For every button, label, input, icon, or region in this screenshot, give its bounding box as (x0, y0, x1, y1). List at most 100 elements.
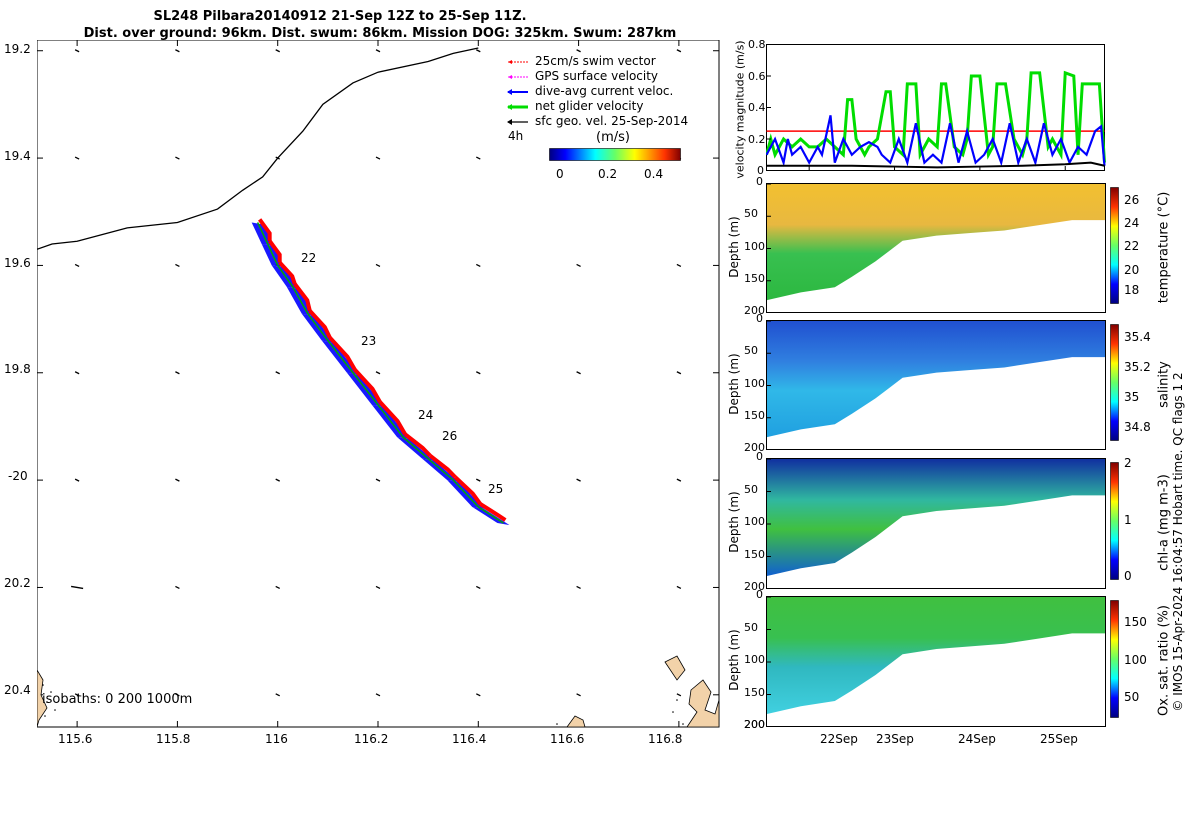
grid-velocity-arrow (476, 49, 481, 53)
velocity-ylabel: velocity magnitude (m/s) (733, 40, 747, 179)
grid-velocity-arrow (175, 478, 180, 482)
track-segment-red (328, 336, 357, 371)
sfc-geo-velocity-line (37, 47, 479, 250)
grid-velocity-arrow (676, 478, 682, 482)
map-lon-tick: 115.6 (58, 732, 93, 746)
map-colorbar (549, 148, 681, 161)
temperature-colorbar-tick: 24 (1124, 216, 1140, 231)
grid-velocity-arrow (375, 693, 381, 697)
track-segment-blue (422, 458, 460, 483)
map-lon-tick: 115.8 (156, 732, 191, 746)
oxygen-depth-label: Depth (m) (727, 629, 741, 691)
day-label: 24 (418, 408, 434, 422)
temperature-colorbar-tick: 20 (1124, 262, 1140, 277)
map-lon-tick: 116.4 (452, 732, 487, 746)
salinity-colorbar-tick: 34.8 (1124, 420, 1151, 435)
oxygen-colorbar-tick: 100 (1124, 652, 1147, 667)
grid-velocity-arrow (175, 263, 180, 268)
temperature-section-panel (766, 183, 1106, 313)
velocity-series-line (766, 115, 1106, 167)
vel-ytick: 0 (757, 164, 764, 177)
map-colorbar-tick: 0.2 (598, 167, 618, 181)
grid-velocity-arrow (476, 156, 481, 160)
depth-tick: 150 (744, 685, 765, 699)
glider-track (251, 218, 510, 526)
track-segment-red (479, 502, 507, 522)
chart-title-line2: Dist. over ground: 96km. Dist. swum: 86k… (83, 26, 677, 41)
grid-velocity-arrow (175, 371, 180, 375)
grid-velocity-arrow (74, 156, 80, 160)
grid-velocity-arrow (275, 49, 280, 53)
legend-swim-vector: 25cm/s swim vector (535, 54, 656, 68)
oxygen-colorbar (1110, 600, 1119, 718)
depth-tick: 0 (756, 450, 763, 463)
grid-velocity-arrow (476, 371, 481, 375)
depth-tick: 0 (756, 175, 763, 188)
salinity-colorbar (1110, 324, 1119, 441)
depth-tick: 200 (744, 304, 765, 317)
temperature-colorbar-label: temperature (°C) (1156, 191, 1172, 303)
grid-velocity-arrow (275, 371, 280, 375)
legend-sfc-geo-velocity: sfc geo. vel. 25-Sep-2014 (535, 114, 689, 128)
depth-tick: 150 (744, 547, 765, 561)
oxygen-colorbar-label: Ox. sat. ratio (%) (1156, 605, 1172, 716)
grid-velocity-arrow (275, 693, 280, 697)
coastline (37, 655, 720, 728)
legend-net-glider-velocity: net glider velocity (535, 99, 644, 113)
depth-tick: 100 (744, 376, 765, 390)
chla-colorbar-tick: 0 (1124, 568, 1132, 583)
map-lat-tick: 19.6 (4, 256, 31, 270)
temperature-colorbar-tick: 26 (1124, 192, 1140, 207)
grid-velocity-arrow (175, 585, 180, 590)
depth-tick: 200 (744, 441, 765, 454)
day-label: 23 (361, 334, 377, 348)
isobaths-label: isobaths: 0 200 1000m (42, 692, 193, 707)
day-label: 26 (442, 429, 458, 443)
chla-colorbar-tick: 1 (1124, 512, 1132, 527)
salinity-colorbar-tick: 35.2 (1124, 360, 1151, 375)
grid-velocity-arrow (576, 585, 581, 590)
depth-tick: 0 (756, 588, 763, 601)
grid-velocity-arrow (375, 263, 381, 268)
depth-tick: 200 (744, 718, 765, 731)
map-lon-tick: 116.2 (354, 732, 389, 746)
depth-tick: 0 (756, 312, 763, 325)
grid-velocity-arrow (175, 49, 180, 53)
depth-tick: 50 (744, 620, 758, 634)
track-segment-red (268, 239, 282, 263)
grid-velocity-arrow (476, 585, 481, 590)
track-segment-red (403, 432, 432, 458)
velocity-panel (766, 44, 1106, 171)
salinity-depth-label: Depth (m) (727, 352, 741, 415)
chla-colorbar-tick: 2 (1124, 456, 1132, 471)
track-segment-red (293, 282, 312, 312)
salinity-colorbar-label: salinity (1156, 360, 1172, 408)
grid-velocity-arrow (476, 478, 481, 482)
map-lat-tick: 19.8 (4, 362, 31, 376)
salinity-water-column (767, 321, 1106, 438)
isobath-dots (42, 684, 684, 725)
grid-velocity-arrow (476, 263, 481, 268)
depth-tick: 150 (744, 271, 765, 285)
legend-interval: 4h (508, 129, 524, 143)
grid-velocity-arrow (676, 263, 682, 268)
glider-track-map (37, 40, 720, 728)
grid-velocity-arrow (71, 585, 84, 590)
salinity-colorbar-tick: 35 (1124, 390, 1140, 405)
grid-velocity-arrow (576, 263, 581, 268)
grid-velocity-arrow (275, 585, 280, 590)
grid-velocity-arrow (375, 49, 381, 53)
grid-velocity-arrow (676, 585, 682, 590)
map-lon-tick: 116.8 (648, 732, 683, 746)
depth-tick: 100 (744, 239, 765, 253)
imos-credit: © IMOS 15-Apr-2024 16:04:57 Hobart time.… (1171, 372, 1185, 712)
temperature-colorbar-tick: 22 (1124, 239, 1140, 254)
grid-velocity-arrow (676, 371, 682, 375)
track-segment-red (258, 218, 272, 241)
grid-velocity-arrow (375, 156, 381, 160)
grid-velocity-arrow (576, 478, 581, 482)
time-tick: 25Sep (1040, 732, 1078, 746)
chla-section-panel (766, 458, 1106, 589)
map-colorbar-tick: 0.4 (644, 167, 664, 181)
grid-velocity-arrow (576, 693, 581, 697)
